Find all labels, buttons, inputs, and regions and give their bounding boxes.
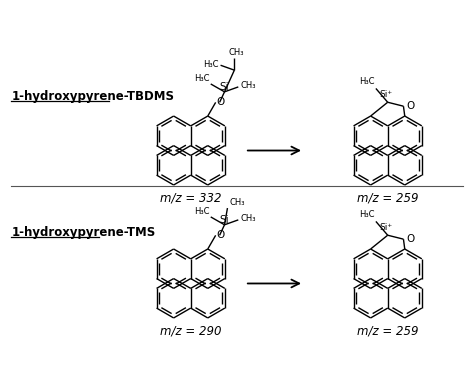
Text: H₃C: H₃C bbox=[194, 74, 210, 83]
Text: CH₃: CH₃ bbox=[240, 81, 256, 91]
Text: H₃C: H₃C bbox=[359, 78, 375, 86]
Text: CH₃: CH₃ bbox=[240, 215, 256, 223]
Text: CH₃: CH₃ bbox=[229, 198, 245, 207]
Text: H₃C: H₃C bbox=[359, 210, 375, 219]
Text: Si⁺: Si⁺ bbox=[379, 223, 392, 232]
Text: H₃C: H₃C bbox=[194, 207, 210, 216]
Text: m/z = 259: m/z = 259 bbox=[357, 192, 419, 205]
Text: CH₃: CH₃ bbox=[228, 48, 244, 57]
Text: Si: Si bbox=[219, 215, 229, 225]
Text: Si⁺: Si⁺ bbox=[379, 90, 392, 99]
Text: O: O bbox=[217, 230, 225, 240]
Text: H₃C: H₃C bbox=[203, 60, 219, 69]
Text: m/z = 290: m/z = 290 bbox=[160, 325, 221, 338]
Text: O: O bbox=[406, 234, 415, 244]
Text: O: O bbox=[406, 101, 415, 111]
Text: m/z = 332: m/z = 332 bbox=[160, 192, 221, 205]
Text: O: O bbox=[217, 98, 225, 107]
Text: Si: Si bbox=[219, 82, 229, 92]
Text: 1-hydroxypyrene-TBDMS: 1-hydroxypyrene-TBDMS bbox=[11, 90, 174, 103]
Text: 1-hydroxypyrene-TMS: 1-hydroxypyrene-TMS bbox=[11, 226, 155, 239]
Text: m/z = 259: m/z = 259 bbox=[357, 325, 419, 338]
